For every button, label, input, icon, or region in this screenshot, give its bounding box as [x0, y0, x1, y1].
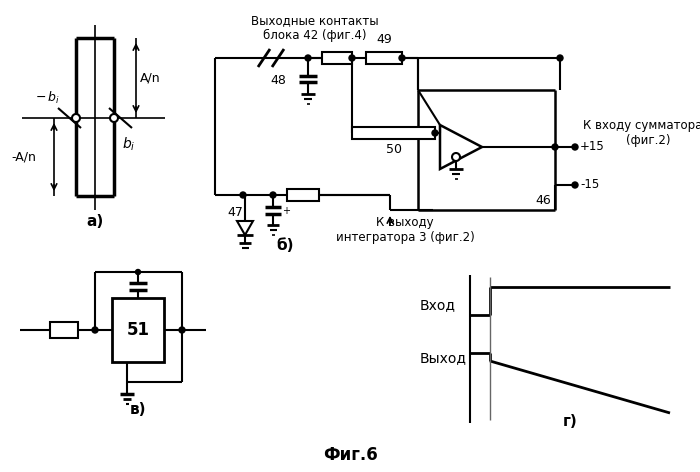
- Bar: [366, 52, 402, 64]
- Circle shape: [72, 114, 80, 122]
- Text: 47: 47: [227, 207, 243, 219]
- Text: Выход: Выход: [420, 351, 467, 365]
- Text: $b_i$: $b_i$: [122, 136, 136, 153]
- Circle shape: [110, 114, 118, 122]
- Text: в): в): [130, 403, 146, 418]
- Circle shape: [240, 192, 246, 198]
- Text: К выходу
интегратора 3 (фиг.2): К выходу интегратора 3 (фиг.2): [335, 216, 475, 244]
- Circle shape: [552, 144, 558, 150]
- Circle shape: [572, 182, 578, 188]
- Text: 50: 50: [386, 143, 402, 156]
- Text: К входу сумматора 2
(фиг.2): К входу сумматора 2 (фиг.2): [583, 119, 700, 147]
- Bar: [50, 322, 78, 338]
- Circle shape: [432, 130, 438, 136]
- Text: $-\,b_i$: $-\,b_i$: [35, 90, 60, 106]
- Text: Фиг.6: Фиг.6: [323, 446, 377, 464]
- Text: A/n: A/n: [140, 71, 160, 84]
- Bar: [352, 127, 435, 139]
- Circle shape: [557, 55, 563, 61]
- Circle shape: [305, 55, 311, 61]
- Text: а): а): [86, 214, 104, 229]
- Text: -A/n: -A/n: [11, 151, 36, 163]
- Circle shape: [92, 327, 98, 333]
- Text: Выходные контакты
блока 42 (фиг.4): Выходные контакты блока 42 (фиг.4): [251, 14, 379, 42]
- Text: 49: 49: [376, 33, 392, 46]
- Circle shape: [452, 153, 460, 161]
- Circle shape: [136, 270, 141, 275]
- Text: +15: +15: [580, 141, 605, 153]
- Bar: [112, 298, 164, 362]
- Text: 46: 46: [535, 194, 551, 207]
- Bar: [287, 189, 319, 201]
- Text: г): г): [563, 414, 578, 430]
- Bar: [322, 52, 352, 64]
- Text: +: +: [282, 206, 290, 216]
- Text: 48: 48: [270, 74, 286, 87]
- Text: Вход: Вход: [420, 298, 456, 312]
- Text: 51: 51: [127, 321, 150, 339]
- Circle shape: [349, 55, 355, 61]
- Text: б): б): [276, 237, 294, 253]
- Circle shape: [179, 327, 185, 333]
- Circle shape: [399, 55, 405, 61]
- Circle shape: [572, 144, 578, 150]
- Text: -15: -15: [580, 178, 599, 192]
- Circle shape: [270, 192, 276, 198]
